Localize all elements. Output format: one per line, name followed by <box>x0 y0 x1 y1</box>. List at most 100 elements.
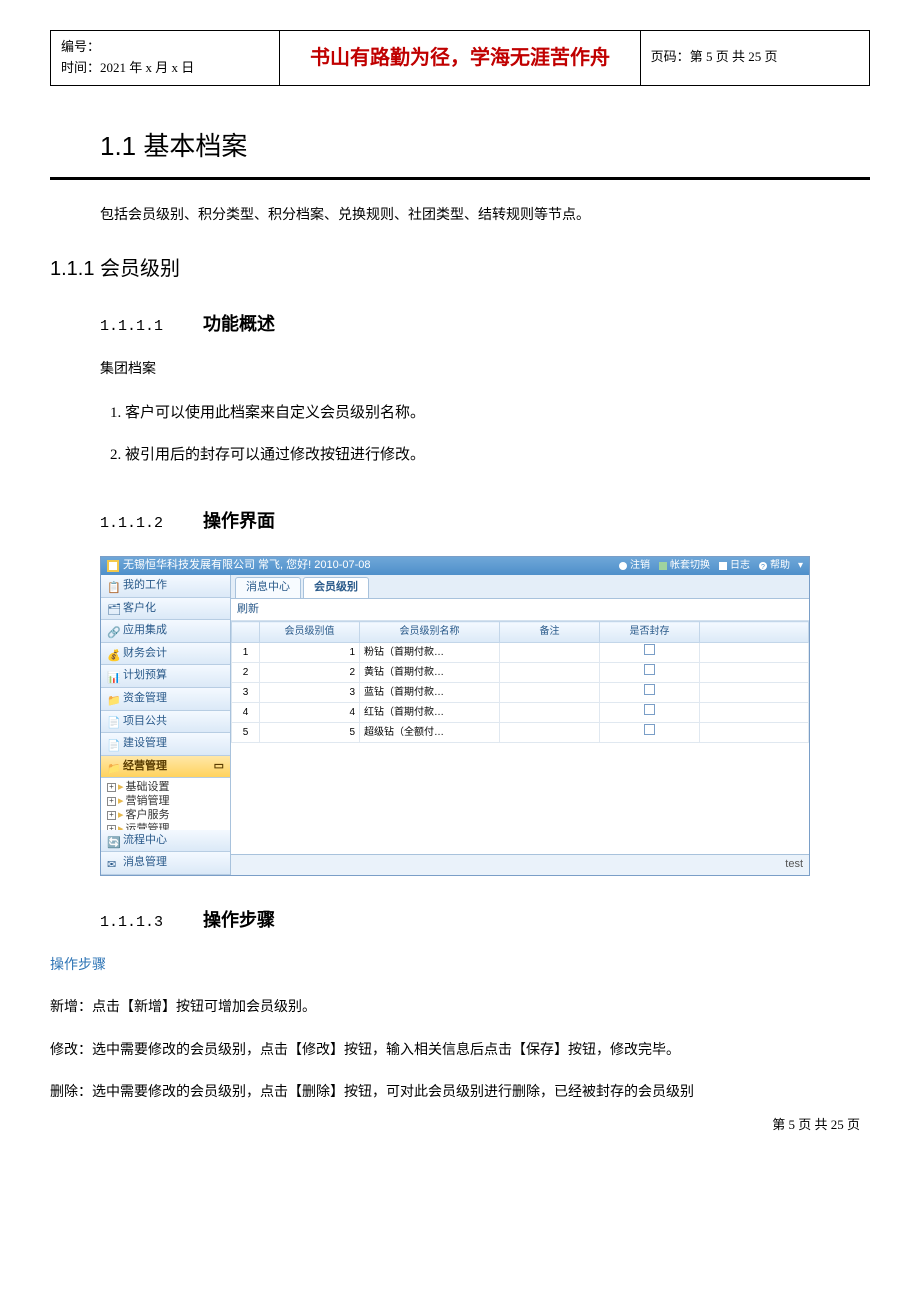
table-row[interactable]: 44红钻（首期付款… <box>232 703 809 723</box>
collapse-icon[interactable]: ▭ <box>214 758 224 776</box>
cell-archived <box>600 643 700 663</box>
tab-member-level[interactable]: 会员级别 <box>303 577 369 598</box>
refresh-button[interactable]: 刷新 <box>237 603 259 615</box>
sidebar: 📋我的工作 🗂客户化 🔗应用集成 💰财务会计 📊计划预算 📁资金管理 📄项目公共… <box>101 575 231 875</box>
col-blank <box>700 622 809 643</box>
cell-remark <box>500 703 600 723</box>
sidebar-item-integration[interactable]: 🔗应用集成 <box>101 620 230 643</box>
heading-1-1: 1.1 基本档案 <box>100 126 870 168</box>
sidebar-item-workflow[interactable]: 🔄流程中心 <box>101 830 230 853</box>
folder-icon: ▸ <box>118 780 124 794</box>
cell-level-value: 4 <box>260 703 360 723</box>
checkbox[interactable] <box>644 684 655 695</box>
main-panel: 消息中心 会员级别 刷新 会员级别值 会员级别名称 备注 是否封存 <box>231 575 809 875</box>
col-archived[interactable]: 是否封存 <box>600 622 700 643</box>
cell-remark <box>500 683 600 703</box>
cell-level-name: 红钻（首期付款… <box>360 703 500 723</box>
sidebar-item-finance[interactable]: 💰财务会计 <box>101 643 230 666</box>
expand-icon[interactable]: + <box>107 783 116 792</box>
folder-icon: 🔗 <box>107 625 119 637</box>
table-row[interactable]: 22黄钻（首期付款… <box>232 663 809 683</box>
intro-paragraph: 包括会员级别、积分类型、积分档案、兑换规则、社团类型、结转规则等节点。 <box>100 205 870 227</box>
window-title: 无锡恒华科技发展有限公司 常飞, 您好! 2010-07-08 <box>123 557 371 575</box>
folder-icon: 📁 <box>107 693 119 705</box>
h3-number: 1.1.1.1 <box>100 315 163 339</box>
folder-icon: 📋 <box>107 580 119 592</box>
sidebar-item-mywork[interactable]: 📋我的工作 <box>101 575 230 598</box>
cell-level-value: 2 <box>260 663 360 683</box>
doc-header-table: 编号： 时间：2021 年 x 月 x 日 书山有路勤为径，学海无涯苦作舟 页码… <box>50 30 870 86</box>
table-row[interactable]: 11粉钻（首期付款… <box>232 643 809 663</box>
flow-icon: 🔄 <box>107 835 119 847</box>
cell-level-value: 1 <box>260 643 360 663</box>
header-page: 页码：第 5 页 共 25 页 <box>640 31 869 86</box>
group-archive-label: 集团档案 <box>100 359 870 381</box>
cell-blank <box>700 723 809 743</box>
tree-node[interactable]: +▸客户服务 <box>101 808 230 822</box>
cell-rownum: 1 <box>232 643 260 663</box>
sidebar-item-construction[interactable]: 📄建设管理 <box>101 733 230 756</box>
expand-icon[interactable]: + <box>107 811 116 820</box>
table-row[interactable]: 55超级钻（全额付… <box>232 723 809 743</box>
nav-tree: +▸基础设置 +▸营销管理 +▸客户服务 +▸运营管理 −▸会员管理 −▸基本档… <box>101 778 230 829</box>
app-screenshot: 无锡恒华科技发展有限公司 常飞, 您好! 2010-07-08 注销 帐套切换 … <box>100 556 810 876</box>
toolbar: 刷新 <box>231 599 809 622</box>
dropdown-icon[interactable]: ▾ <box>798 558 803 574</box>
h3-title: 功能概述 <box>203 310 275 339</box>
sidebar-item-project[interactable]: 📄项目公共 <box>101 711 230 734</box>
cell-level-name: 超级钻（全额付… <box>360 723 500 743</box>
heading-1-1-1: 1.1.1 会员级别 <box>50 253 870 285</box>
col-remark[interactable]: 备注 <box>500 622 600 643</box>
mail-icon: ✉ <box>107 857 119 869</box>
cell-blank <box>700 703 809 723</box>
step-add: 新增：点击【新增】按钮可增加会员级别。 <box>50 997 870 1019</box>
table-row[interactable]: 33蓝钻（首期付款… <box>232 683 809 703</box>
checkbox[interactable] <box>644 704 655 715</box>
doc-number: 编号： <box>61 37 269 58</box>
checkbox[interactable] <box>644 644 655 655</box>
list-item-2: 2. 被引用后的封存可以通过修改按钮进行修改。 <box>110 443 870 467</box>
cell-remark <box>500 723 600 743</box>
sidebar-item-message[interactable]: ✉消息管理 <box>101 852 230 875</box>
steps-subtitle: 操作步骤 <box>50 955 870 977</box>
checkbox[interactable] <box>644 664 655 675</box>
heading-1-1-1-2: 1.1.1.2 操作界面 <box>100 507 870 536</box>
logout-link[interactable]: 注销 <box>618 558 650 574</box>
step-delete: 删除：选中需要修改的会员级别，点击【删除】按钮，可对此会员级别进行删除，已经被封… <box>50 1082 870 1104</box>
cell-archived <box>600 683 700 703</box>
tree-node[interactable]: +▸营销管理 <box>101 794 230 808</box>
log-link[interactable]: 日志 <box>718 558 750 574</box>
checkbox[interactable] <box>644 724 655 735</box>
tab-bar: 消息中心 会员级别 <box>231 575 809 599</box>
tab-message-center[interactable]: 消息中心 <box>235 577 301 598</box>
col-level-value[interactable]: 会员级别值 <box>260 622 360 643</box>
cell-rownum: 3 <box>232 683 260 703</box>
header-left-cell: 编号： 时间：2021 年 x 月 x 日 <box>51 31 280 86</box>
sidebar-item-operations[interactable]: 📁 经营管理 ▭ <box>101 756 230 779</box>
doc-time: 时间：2021 年 x 月 x 日 <box>61 58 269 79</box>
h3-title: 操作界面 <box>203 507 275 536</box>
cell-rownum: 2 <box>232 663 260 683</box>
folder-icon: ▸ <box>118 808 124 822</box>
col-level-name[interactable]: 会员级别名称 <box>360 622 500 643</box>
h3-title: 操作步骤 <box>203 906 275 935</box>
cell-remark <box>500 663 600 683</box>
folder-icon: 📄 <box>107 715 119 727</box>
expand-icon[interactable]: + <box>107 797 116 806</box>
switch-account-link[interactable]: 帐套切换 <box>658 558 710 574</box>
help-link[interactable]: ?帮助 <box>758 558 790 574</box>
cell-level-name: 蓝钻（首期付款… <box>360 683 500 703</box>
cell-level-name: 黄钻（首期付款… <box>360 663 500 683</box>
heading-1-1-1-3: 1.1.1.3 操作步骤 <box>100 906 870 935</box>
h3-number: 1.1.1.2 <box>100 512 163 536</box>
folder-icon: 🗂 <box>107 602 119 614</box>
cell-remark <box>500 643 600 663</box>
list-item-1: 1. 客户可以使用此档案来自定义会员级别名称。 <box>110 401 870 425</box>
sidebar-item-fund[interactable]: 📁资金管理 <box>101 688 230 711</box>
tree-node[interactable]: +▸基础设置 <box>101 780 230 794</box>
header-motto: 书山有路勤为径，学海无涯苦作舟 <box>280 31 640 86</box>
col-rownum <box>232 622 260 643</box>
sidebar-item-customer[interactable]: 🗂客户化 <box>101 598 230 621</box>
sidebar-item-budget[interactable]: 📊计划预算 <box>101 665 230 688</box>
tree-node[interactable]: +▸运营管理 <box>101 822 230 829</box>
